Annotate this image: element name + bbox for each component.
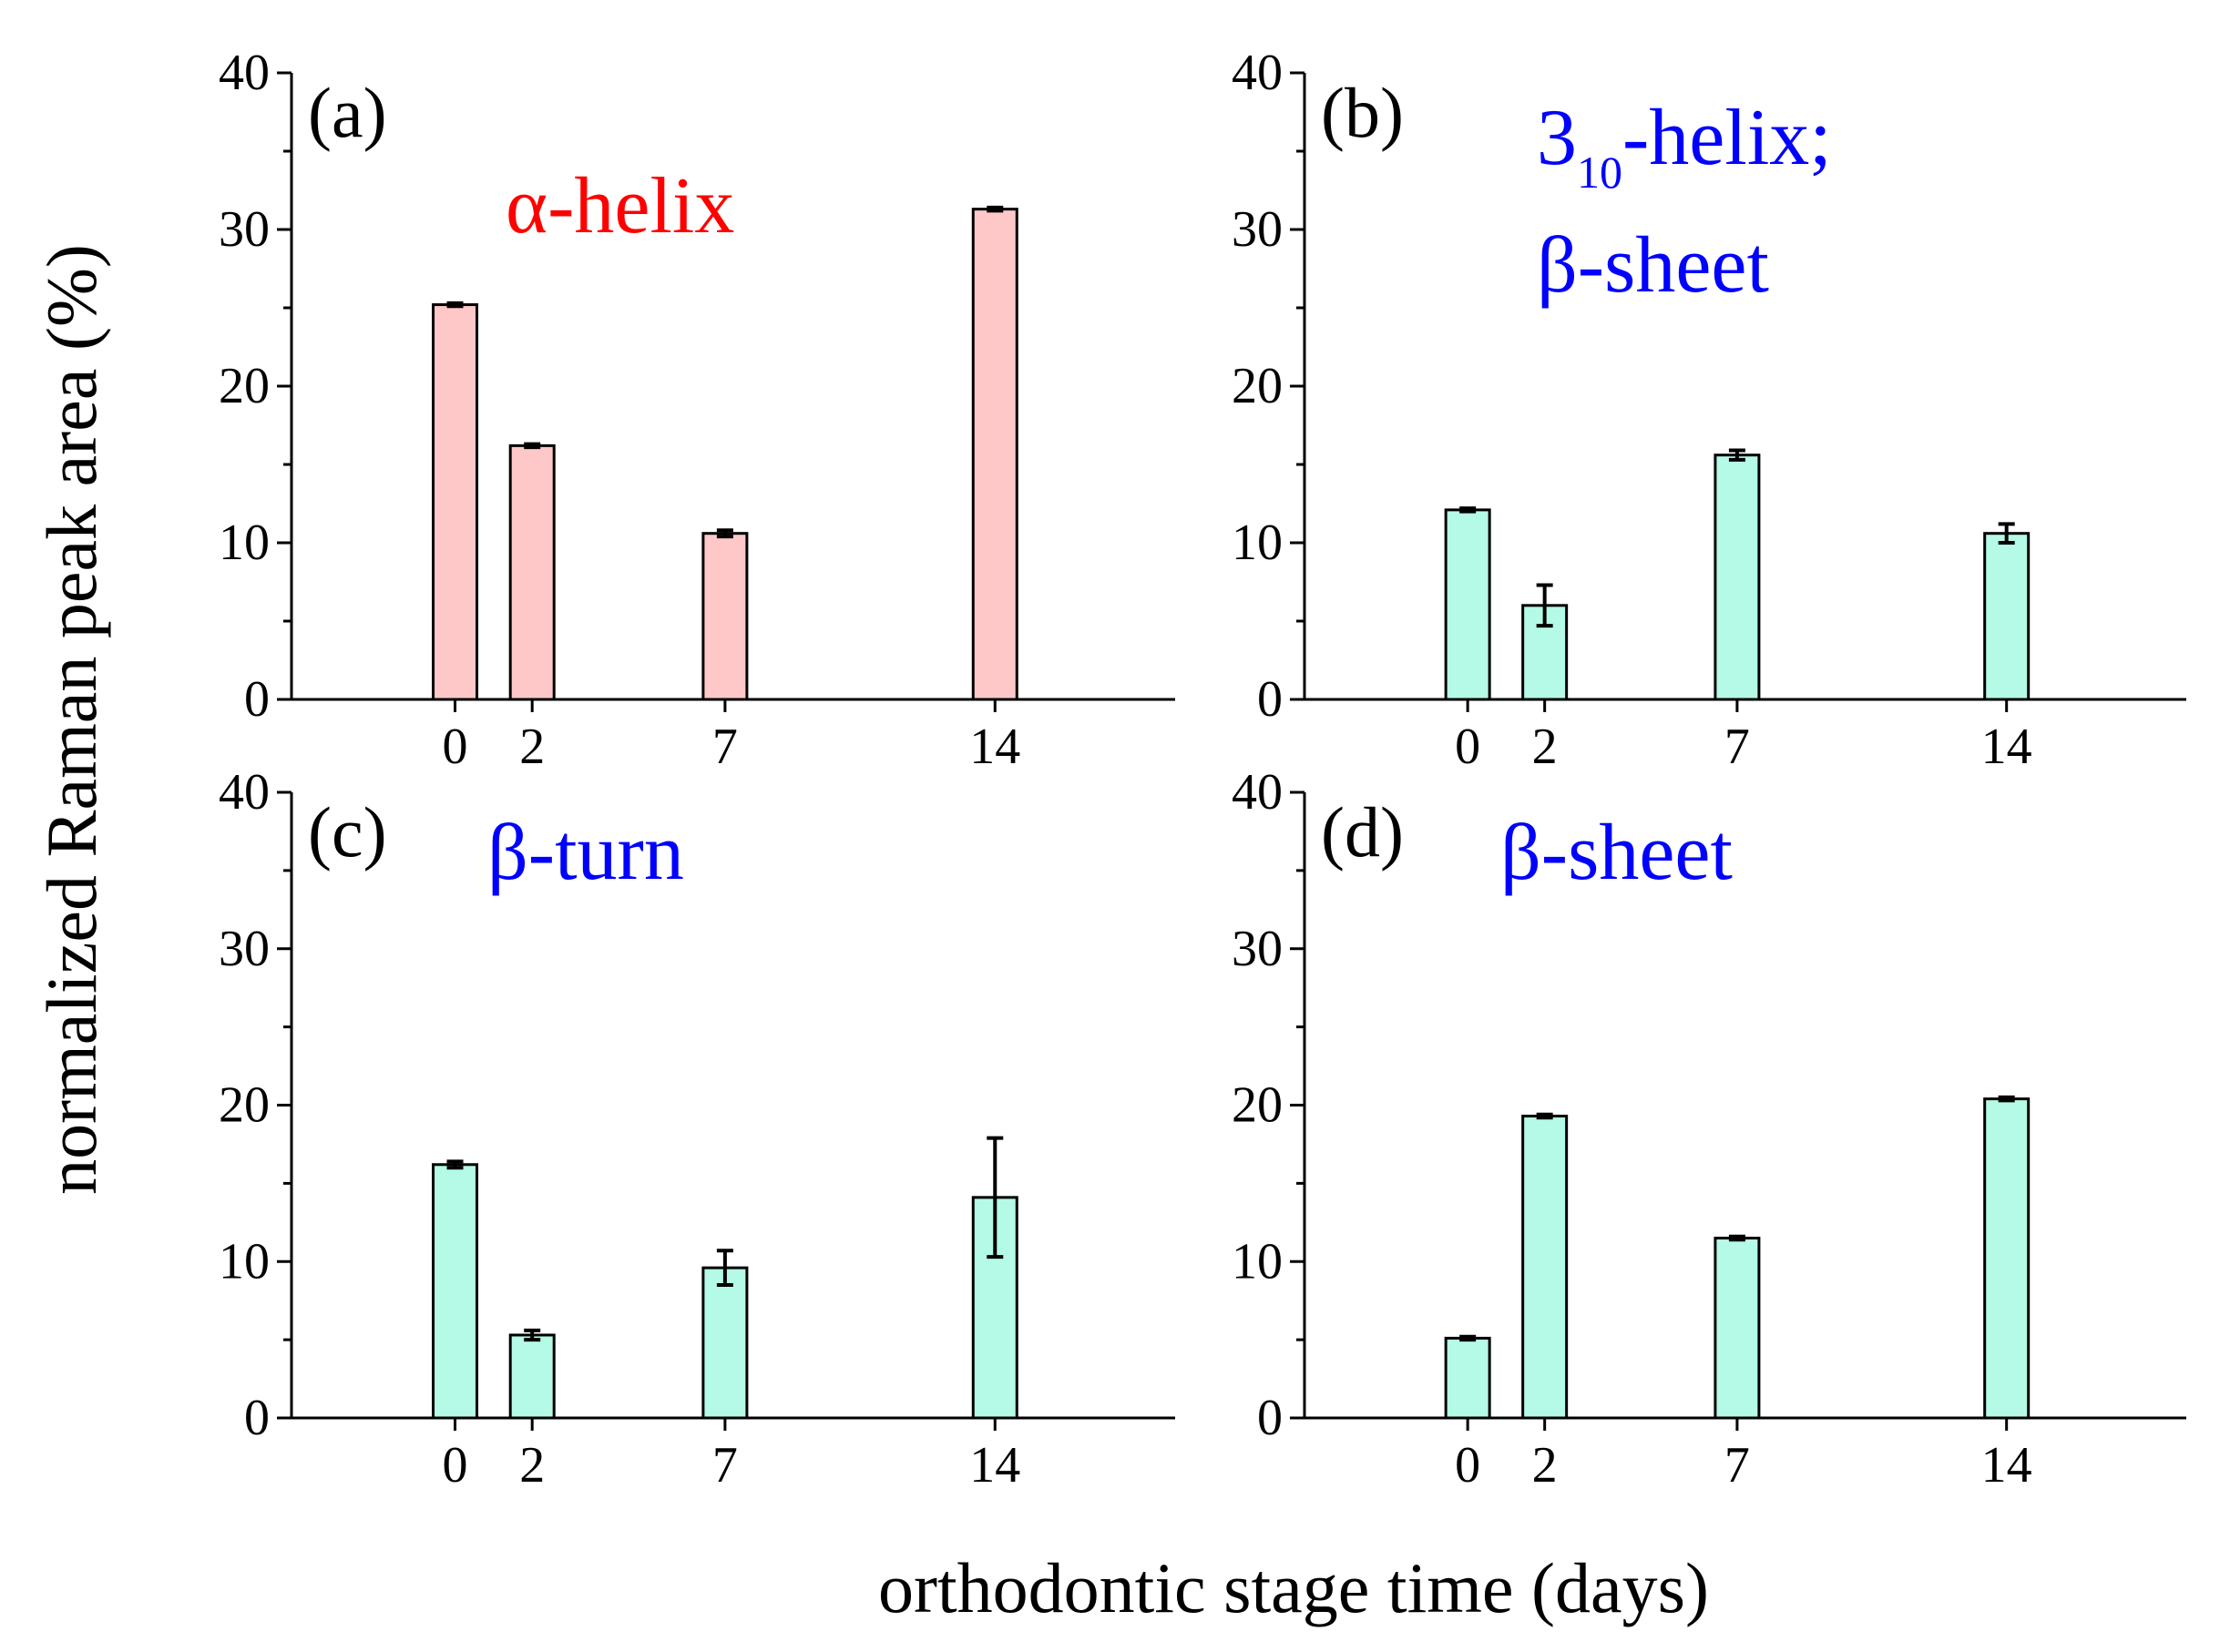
annotation-suffix: -helix;: [1622, 94, 1832, 182]
x-tick-label: 0: [1455, 719, 1480, 775]
x-tick-label: 14: [1981, 1437, 2032, 1494]
y-tick-label: 0: [1257, 1390, 1283, 1446]
structure-annotation: β-sheet: [1500, 809, 1733, 897]
x-axis-title: orthodontic stage time (days): [878, 1548, 1709, 1627]
y-tick-label: 30: [1232, 921, 1283, 977]
panel-letter: (d): [1321, 792, 1404, 872]
bar: [1983, 1097, 2031, 1420]
y-tick-label: 40: [219, 764, 270, 821]
x-tick-label: 2: [1532, 719, 1558, 775]
annotation-subscript: 10: [1577, 147, 1622, 198]
bar: [1714, 454, 1761, 701]
y-tick-label: 10: [219, 515, 270, 571]
x-tick-label: 14: [969, 719, 1020, 775]
bar: [432, 303, 479, 701]
x-tick-label: 0: [443, 1437, 468, 1494]
y-axis-title: normalized Raman peak area (%): [32, 244, 111, 1195]
y-tick-label: 40: [1232, 45, 1283, 101]
annotation-base: 3: [1537, 94, 1577, 182]
bar: [432, 1163, 479, 1420]
y-tick-label: 20: [1232, 358, 1283, 414]
y-tick-label: 30: [1232, 201, 1283, 258]
x-tick-label: 2: [519, 1437, 545, 1494]
bar: [1444, 508, 1491, 701]
y-tick-label: 20: [1232, 1077, 1283, 1134]
x-tick-label: 14: [969, 1437, 1020, 1494]
x-tick-label: 2: [519, 719, 545, 775]
y-tick-label: 30: [219, 921, 270, 977]
y-tick-label: 0: [244, 671, 270, 728]
y-tick-label: 0: [244, 1390, 270, 1446]
y-tick-label: 30: [219, 201, 270, 258]
y-tick-label: 40: [1232, 764, 1283, 821]
y-tick-label: 10: [1232, 515, 1283, 571]
structure-annotation: α-helix: [506, 162, 734, 250]
x-tick-label: 7: [712, 1437, 738, 1494]
bar: [971, 208, 1018, 701]
panel-letter: (c): [308, 792, 387, 872]
bar: [1714, 1236, 1761, 1420]
y-tick-label: 20: [219, 1077, 270, 1134]
bar: [508, 1333, 556, 1420]
x-tick-label: 7: [712, 719, 738, 775]
bar: [1983, 532, 2031, 701]
panel-letter: (b): [1321, 73, 1404, 152]
y-tick-label: 0: [1257, 671, 1283, 728]
y-tick-label: 20: [219, 358, 270, 414]
x-tick-label: 0: [1455, 1437, 1480, 1494]
bar: [1521, 1115, 1569, 1420]
bar: [508, 444, 556, 701]
x-tick-label: 14: [1981, 719, 2032, 775]
bar: [1444, 1336, 1491, 1420]
structure-annotation-line1: 310-helix;: [1537, 94, 1832, 198]
x-tick-label: 7: [1724, 1437, 1750, 1494]
y-tick-label: 40: [219, 45, 270, 101]
structure-annotation: β-turn: [487, 809, 684, 897]
bar: [701, 532, 749, 701]
x-tick-label: 7: [1724, 719, 1750, 775]
structure-annotation-line2: β-sheet: [1537, 221, 1769, 310]
bar: [701, 1266, 749, 1420]
x-tick-label: 0: [443, 719, 468, 775]
y-tick-label: 10: [1232, 1233, 1283, 1290]
x-tick-label: 2: [1532, 1437, 1558, 1494]
panel-letter: (a): [308, 73, 387, 152]
y-tick-label: 10: [219, 1233, 270, 1290]
